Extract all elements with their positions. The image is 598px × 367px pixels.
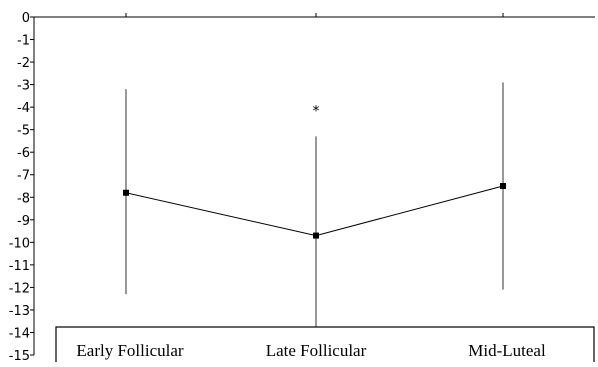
y-tick-label: -8 (17, 191, 30, 206)
data-point-2 (500, 183, 506, 189)
category-label: Mid-Luteal (468, 341, 546, 360)
y-tick-label: -15 (9, 349, 30, 362)
y-tick-label: -11 (9, 259, 30, 274)
series-line-0 (125, 185, 504, 237)
y-tick-label: -14 (9, 326, 30, 341)
y-tick-label: -7 (17, 169, 30, 184)
y-tick-label: -5 (17, 124, 30, 139)
y-tick-label: -9 (17, 214, 30, 229)
category-label-box (55, 326, 595, 364)
y-tick-label: -3 (17, 79, 30, 94)
y-tick-label: -13 (9, 304, 30, 319)
y-tick-label: -1 (17, 34, 30, 49)
data-point-1 (313, 232, 319, 239)
y-tick-label: -10 (9, 236, 30, 251)
y-tick-label: -6 (17, 146, 30, 161)
significance-marker: * (313, 103, 320, 119)
data-point-0 (123, 189, 129, 196)
y-tick-label: 0 (22, 11, 30, 26)
category-label: Late Follicular (266, 341, 367, 360)
y-tick-label: -2 (17, 56, 30, 71)
y-tick-label: -12 (9, 281, 30, 296)
y-tick-label: -4 (17, 101, 30, 116)
category-label: Early Follicular (76, 341, 184, 360)
